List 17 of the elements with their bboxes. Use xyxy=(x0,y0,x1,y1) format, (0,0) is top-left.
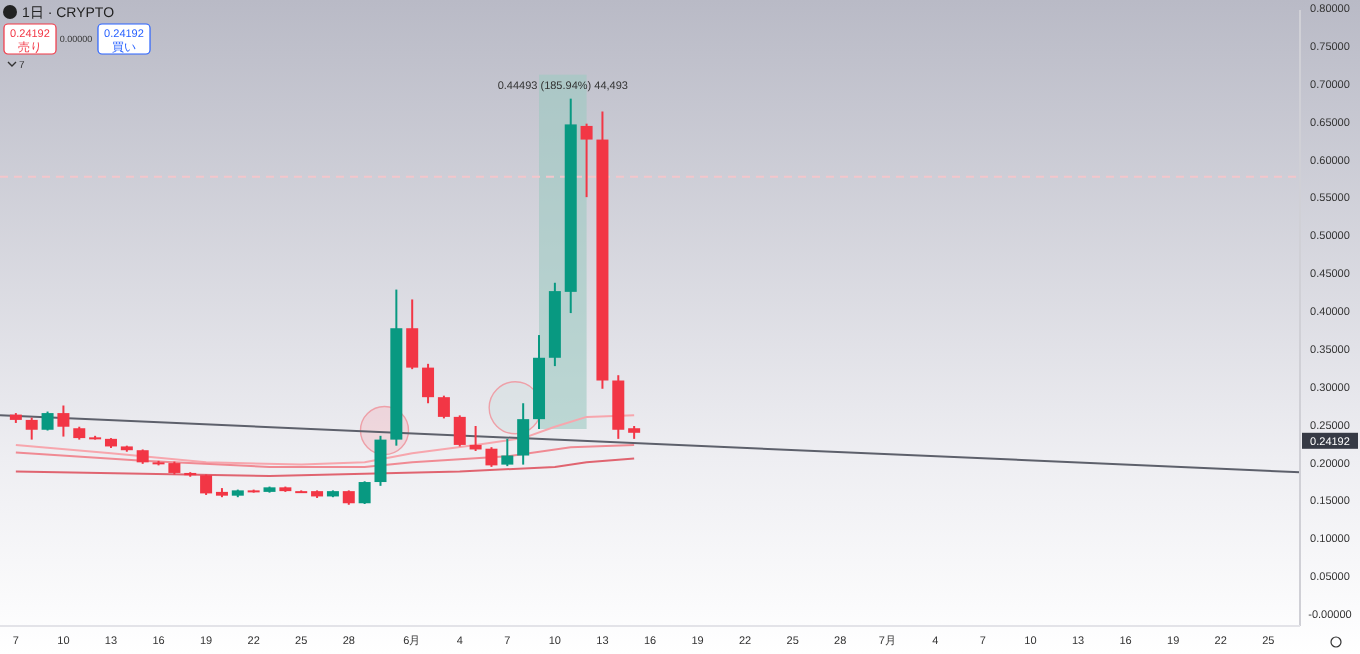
candlestick xyxy=(406,298,419,371)
candlestick xyxy=(57,404,70,438)
candlestick xyxy=(358,480,371,506)
candlestick xyxy=(580,122,593,199)
candlestick xyxy=(25,416,38,441)
candlestick xyxy=(485,446,498,468)
candlestick xyxy=(422,362,435,405)
candlestick xyxy=(41,410,54,432)
candlestick xyxy=(517,402,530,466)
candlestick xyxy=(437,394,450,420)
line-series xyxy=(14,457,636,477)
candlestick xyxy=(501,437,514,468)
candlestick xyxy=(374,434,387,487)
line-series xyxy=(14,414,636,466)
line-series xyxy=(14,443,636,468)
candlestick xyxy=(453,414,466,448)
candlestick xyxy=(200,473,213,496)
